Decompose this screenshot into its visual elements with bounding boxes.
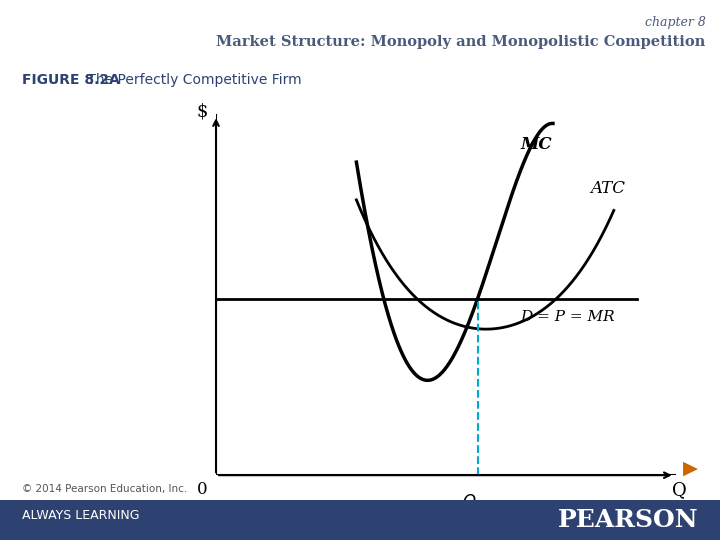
Text: The Perfectly Competitive Firm: The Perfectly Competitive Firm [83,73,302,87]
Text: ALWAYS LEARNING: ALWAYS LEARNING [22,509,139,522]
Text: chapter 8: chapter 8 [644,16,706,29]
Text: Market Structure: Monopoly and Monopolistic Competition: Market Structure: Monopoly and Monopolis… [216,35,706,49]
Text: ▶: ▶ [683,459,698,478]
Text: $Q_{PC}$: $Q_{PC}$ [462,492,492,512]
Text: $: $ [197,103,207,120]
Text: D = P = MR: D = P = MR [521,310,615,325]
Text: FIGURE 8.2A: FIGURE 8.2A [22,73,120,87]
Text: 0: 0 [197,481,207,498]
Text: Q: Q [672,481,687,499]
Text: ATC: ATC [590,180,626,197]
Text: © 2014 Pearson Education, Inc.: © 2014 Pearson Education, Inc. [22,484,187,494]
Text: MC: MC [521,136,552,153]
Text: PEARSON: PEARSON [558,508,698,532]
